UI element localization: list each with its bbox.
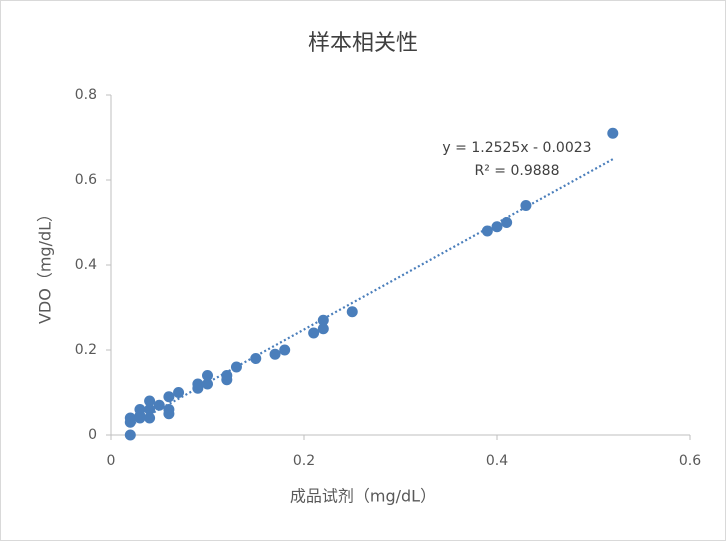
data-point xyxy=(173,387,185,398)
data-point xyxy=(124,429,136,441)
y-tick-label: 0 xyxy=(88,427,97,443)
data-point xyxy=(501,217,513,228)
data-point xyxy=(134,404,146,415)
data-point xyxy=(202,370,213,381)
x-tick-label: 0.6 xyxy=(679,453,701,469)
data-point xyxy=(144,395,156,407)
data-point xyxy=(317,314,329,326)
data-point xyxy=(346,306,358,318)
trendline-equation: y = 1.2525x - 0.0023 xyxy=(442,140,591,156)
data-point xyxy=(491,221,503,233)
data-point xyxy=(144,412,156,424)
y-axis-label: VDO（mg/dL） xyxy=(36,206,55,324)
x-tick-label: 0.2 xyxy=(293,453,315,469)
data-point xyxy=(230,361,242,373)
data-point xyxy=(317,323,329,335)
data-point xyxy=(134,412,146,424)
data-point xyxy=(192,382,204,394)
data-point xyxy=(202,378,213,390)
data-point xyxy=(607,127,619,139)
data-point xyxy=(250,353,262,364)
data-point xyxy=(124,412,136,424)
x-tick-label: 0.4 xyxy=(486,453,508,469)
y-tick-label: 0.6 xyxy=(75,172,97,188)
y-tick-label: 0.2 xyxy=(75,342,97,358)
y-tick-label: 0.8 xyxy=(75,87,97,103)
data-point xyxy=(481,225,493,237)
data-point xyxy=(163,408,175,420)
data-point xyxy=(269,348,281,360)
data-point xyxy=(144,404,156,415)
data-point xyxy=(308,327,320,339)
chart-title: 样本相关性 xyxy=(308,31,418,56)
data-point xyxy=(153,399,165,411)
data-point xyxy=(221,374,233,386)
y-tick-label: 0.4 xyxy=(75,257,97,273)
x-tick-label: 0 xyxy=(107,453,116,469)
x-axis-label: 成品试剂（mg/dL） xyxy=(290,487,436,506)
data-point xyxy=(279,344,291,356)
trendline-r-squared: R² = 0.9888 xyxy=(475,163,560,179)
data-point xyxy=(520,200,532,211)
data-point xyxy=(163,391,175,403)
